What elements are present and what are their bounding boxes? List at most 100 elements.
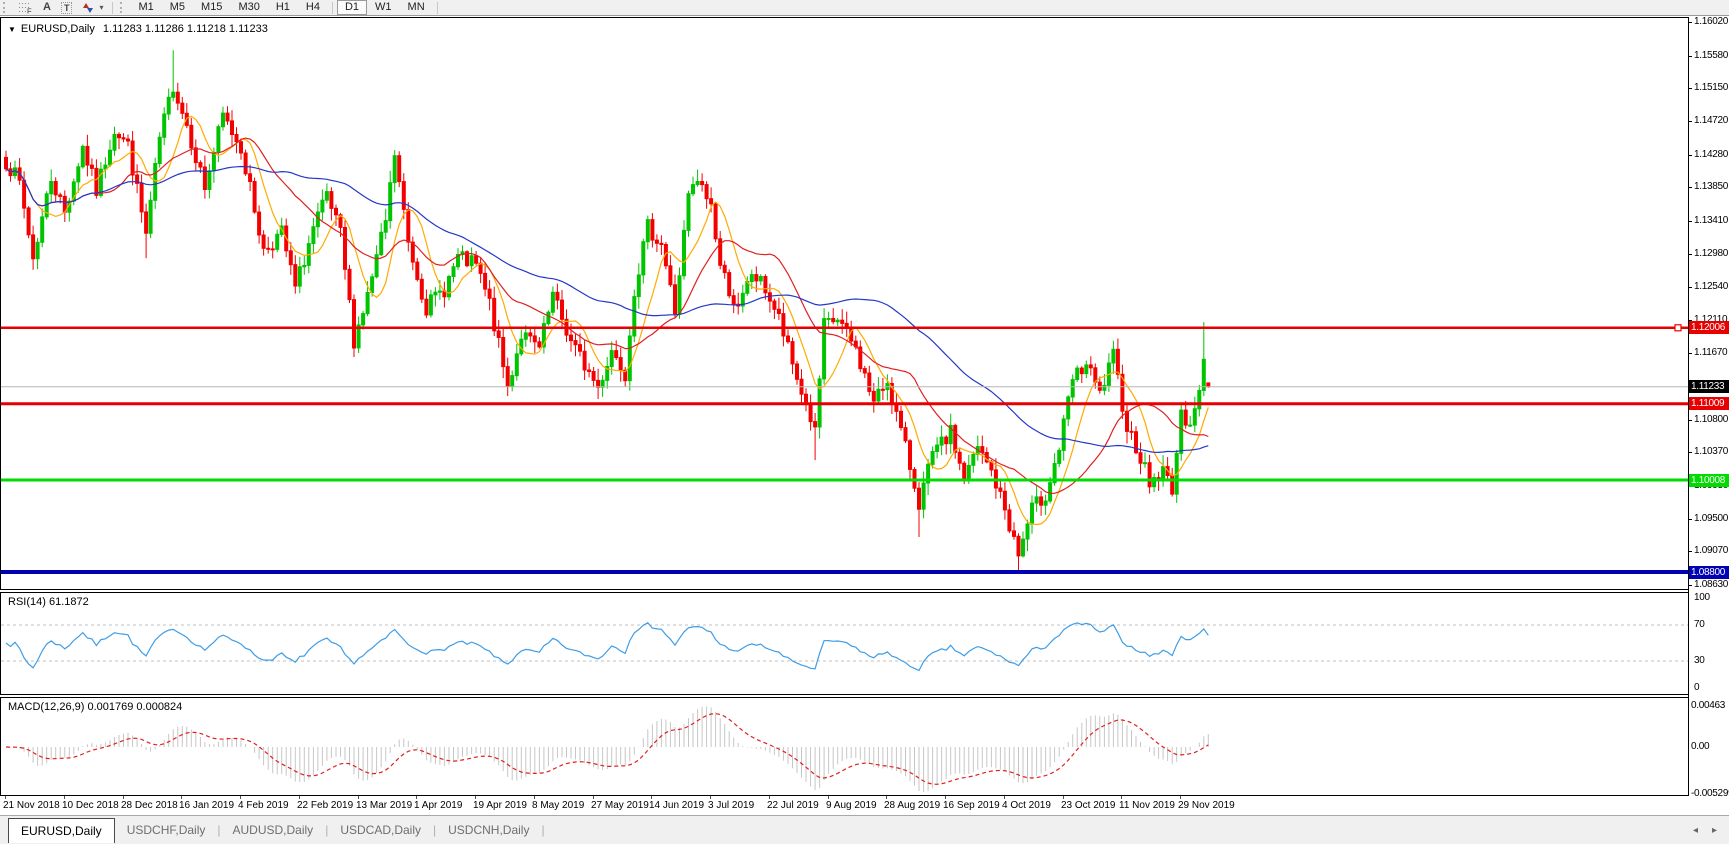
collapse-triangle-icon[interactable]: ▼ bbox=[8, 25, 16, 34]
tab-scroll-left-icon[interactable]: ◂ bbox=[1692, 824, 1698, 836]
date-axis-label: 9 Aug 2019 bbox=[826, 800, 877, 811]
date-axis-label: 10 Dec 2018 bbox=[62, 800, 119, 811]
price-axis-label: 1.09070 bbox=[1694, 545, 1729, 556]
price-axis-tick bbox=[1689, 287, 1692, 288]
date-axis-label: 8 May 2019 bbox=[532, 800, 585, 811]
price-axis-tick bbox=[1689, 88, 1692, 89]
toolbar: F A T ▾ M1 M5 M15 M30 H1 H4 D1 W1 MN bbox=[0, 0, 1729, 16]
rsi-canvas[interactable] bbox=[1, 593, 1688, 694]
arrow-objects-icon bbox=[83, 2, 94, 13]
price-axis-label: 1.15150 bbox=[1694, 82, 1729, 93]
price-chart-canvas[interactable] bbox=[1, 18, 1688, 589]
time-axis[interactable]: 21 Nov 2018 10 Dec 2018 28 Dec 2018 16 Jan … bbox=[0, 796, 1729, 815]
time-axis-tick bbox=[769, 796, 770, 799]
text-label-icon: A bbox=[43, 1, 51, 13]
arrow-objects-tool-button[interactable]: ▾ bbox=[77, 0, 108, 15]
toolbar-grip bbox=[120, 2, 125, 13]
toolbar-grip bbox=[3, 2, 8, 13]
ma-fast-line bbox=[5, 115, 1209, 526]
time-axis-tick bbox=[5, 796, 6, 799]
chart-tabs: EURUSD,Daily USDCHF,Daily | AUDUSD,Daily | US… bbox=[8, 816, 545, 844]
timeframe-m1-button[interactable]: M1 bbox=[138, 1, 154, 13]
macd-canvas[interactable] bbox=[1, 698, 1688, 795]
date-axis-label: 28 Aug 2019 bbox=[884, 800, 941, 811]
level-price-tag: 1.11009 bbox=[1689, 397, 1729, 410]
date-axis-label: 4 Oct 2019 bbox=[1002, 800, 1051, 811]
price-axis[interactable]: 1.16020 1.15580 1.15150 1.14720 1.14280 1.138… bbox=[1688, 16, 1729, 799]
time-axis-tick bbox=[828, 796, 829, 799]
price-axis-tick bbox=[1689, 452, 1692, 453]
toolbar-separator bbox=[112, 1, 114, 14]
time-axis-tick bbox=[1180, 796, 1181, 799]
timeframe-m15-button[interactable]: M15 bbox=[201, 1, 223, 13]
price-axis-tick bbox=[1689, 22, 1692, 23]
tab-separator: | bbox=[433, 823, 437, 837]
tab-separator: | bbox=[325, 823, 329, 837]
date-axis-label: 22 Jul 2019 bbox=[767, 800, 819, 811]
hline-handle bbox=[1674, 324, 1682, 332]
timeframe-d1-button[interactable]: D1 bbox=[336, 0, 368, 15]
date-axis-label: 11 Nov 2019 bbox=[1119, 800, 1175, 811]
time-axis-tick bbox=[593, 796, 594, 799]
tab-scroll-right-icon[interactable]: ▸ bbox=[1711, 824, 1717, 836]
timeframe-w1-button[interactable]: W1 bbox=[375, 1, 392, 13]
chart-tab-usdcad[interactable]: USDCAD,Daily bbox=[340, 823, 421, 837]
date-axis-label: 16 Jan 2019 bbox=[179, 800, 235, 811]
current-price-tag: 1.11233 bbox=[1689, 380, 1729, 393]
rsi-line bbox=[5, 622, 1209, 672]
price-axis-label: 1.14720 bbox=[1694, 115, 1729, 126]
chart-tab-usdcnh[interactable]: USDCNH,Daily bbox=[448, 823, 530, 837]
time-axis-tick bbox=[1004, 796, 1005, 799]
chart-tab-audusd[interactable]: AUDUSD,Daily bbox=[232, 823, 314, 837]
rsi-axis-label: 100 bbox=[1694, 592, 1710, 603]
price-axis-label: 1.10800 bbox=[1694, 414, 1729, 425]
price-axis-tick bbox=[1689, 353, 1692, 354]
time-axis-tick bbox=[534, 796, 535, 799]
date-axis-label: 14 Jun 2019 bbox=[649, 800, 705, 811]
text-box-icon: T bbox=[60, 1, 73, 14]
date-axis-label: 29 Nov 2019 bbox=[1178, 800, 1235, 811]
text-label-tool-button[interactable]: A bbox=[38, 0, 56, 15]
crosshair-tool-button[interactable]: F bbox=[13, 0, 38, 15]
rsi-axis-label: 30 bbox=[1694, 655, 1705, 666]
date-axis-label: 21 Nov 2018 bbox=[3, 800, 60, 811]
level-price-tag: 1.08800 bbox=[1689, 566, 1729, 579]
rsi-axis-label: 70 bbox=[1694, 619, 1705, 630]
price-axis-label: 1.15580 bbox=[1694, 50, 1729, 61]
date-axis-label: 13 Mar 2019 bbox=[356, 800, 413, 811]
date-axis-label: 23 Oct 2019 bbox=[1061, 800, 1116, 811]
toolbar-separator bbox=[331, 1, 333, 14]
timeframe-m30-button[interactable]: M30 bbox=[238, 1, 260, 13]
price-axis-label: 1.14280 bbox=[1694, 149, 1729, 160]
price-axis-tick bbox=[1689, 585, 1692, 586]
text-annotation-tool-button[interactable]: T bbox=[56, 0, 78, 15]
time-axis-tick bbox=[1063, 796, 1064, 799]
timeframe-m5-button[interactable]: M5 bbox=[169, 1, 186, 13]
time-axis-tick bbox=[416, 796, 417, 799]
timeframe-h4-button[interactable]: H4 bbox=[305, 1, 320, 13]
time-axis-tick bbox=[1121, 796, 1122, 799]
price-axis-tick bbox=[1689, 155, 1692, 156]
tab-navigation: ◂ ▸ bbox=[1693, 825, 1717, 836]
price-axis-label: 1.13410 bbox=[1694, 215, 1729, 226]
price-axis-label: 1.08630 bbox=[1694, 579, 1729, 590]
price-axis-tick bbox=[1689, 519, 1692, 520]
timeframe-mn-button[interactable]: MN bbox=[407, 1, 425, 13]
price-axis-tick bbox=[1689, 221, 1692, 222]
macd-histogram bbox=[10, 706, 1209, 793]
toolbar-separator bbox=[436, 1, 438, 14]
macd-label: MACD(12,26,9) 0.001769 0.000824 bbox=[8, 701, 183, 713]
time-axis-tick bbox=[358, 796, 359, 799]
chart-tab-bar: EURUSD,Daily USDCHF,Daily | AUDUSD,Daily | US… bbox=[0, 815, 1729, 844]
ma-slow-line bbox=[5, 165, 1209, 454]
chart-tab-usdchf[interactable]: USDCHF,Daily bbox=[126, 823, 206, 837]
rsi-axis-label: 0 bbox=[1694, 682, 1700, 693]
macd-axis-label: 0.00 bbox=[1691, 741, 1710, 752]
price-axis-tick bbox=[1689, 56, 1692, 57]
crosshair-grid-icon: F bbox=[19, 3, 32, 14]
time-axis-tick bbox=[240, 796, 241, 799]
timeframe-h1-button[interactable]: H1 bbox=[275, 1, 290, 13]
date-axis-label: 22 Feb 2019 bbox=[297, 800, 354, 811]
chart-tab-eurusd[interactable]: EURUSD,Daily bbox=[8, 818, 115, 843]
